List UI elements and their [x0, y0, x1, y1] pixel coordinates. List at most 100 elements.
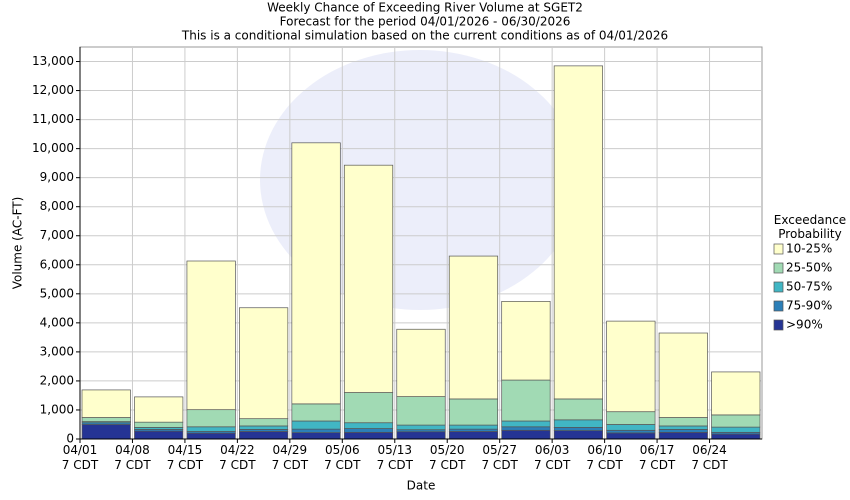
bar-segment: [239, 431, 289, 440]
bar-segment: [186, 432, 236, 440]
bar-segment: [658, 431, 708, 440]
bar-segment: [186, 409, 236, 428]
y-tick-label: 10,000: [32, 141, 74, 155]
bar-segment: [81, 417, 131, 422]
bar-segment: [448, 424, 499, 430]
y-tick-label: 6,000: [40, 257, 74, 271]
bar-segment: [553, 65, 603, 400]
bar-segment: [501, 426, 551, 431]
bar-segment: [501, 429, 551, 440]
legend-swatch: [773, 281, 784, 293]
y-tick-label: 4,000: [40, 315, 74, 329]
bar-segment: [553, 398, 603, 421]
x-tick-label: 05/27 7 CDT: [481, 443, 518, 472]
bar-segment: [343, 164, 394, 393]
x-tick-label: 05/20 7 CDT: [429, 443, 466, 472]
bar-segment: [448, 255, 499, 400]
bar-segment: [186, 260, 236, 411]
bar-segment: [239, 425, 289, 430]
bar-segment: [396, 396, 446, 426]
bar-segment: [553, 427, 603, 431]
bar-segment: [711, 433, 761, 440]
bar-segment: [343, 422, 394, 429]
y-tick-label: 3,000: [40, 344, 74, 358]
bar-segment: [658, 425, 708, 430]
x-tick-label: 06/17 7 CDT: [638, 443, 676, 472]
bar-segment: [501, 379, 551, 422]
legend-label: 10-25%: [786, 242, 832, 256]
x-tick-label: 04/15 7 CDT: [166, 443, 204, 472]
x-tick-label: 05/06 7 CDT: [324, 443, 361, 472]
bar-segment: [658, 417, 708, 427]
bar-segment: [396, 328, 446, 397]
bar-segment: [239, 418, 289, 427]
bar-segment: [134, 396, 184, 423]
x-tick-label: 04/08 7 CDT: [114, 443, 151, 472]
bar-segment: [343, 431, 394, 440]
bar-segment: [186, 426, 236, 432]
y-tick-label: 9,000: [40, 170, 74, 184]
y-tick-label: 13,000: [32, 54, 74, 68]
legend-label: 25-50%: [786, 261, 832, 275]
bar-segment: [134, 421, 184, 428]
bar-segment: [711, 371, 761, 416]
bar-segment: [448, 431, 499, 440]
bar-segment: [396, 424, 446, 431]
chart-subtitle: Forecast for the period 04/01/2026 - 06/…: [280, 15, 571, 29]
x-tick-label: 04/01 7 CDT: [61, 443, 99, 472]
bar-segment: [658, 332, 708, 418]
y-tick-label: 0: [66, 432, 74, 446]
bar-segment: [711, 426, 761, 433]
bar-segment: [606, 424, 656, 431]
bar-segment: [606, 429, 656, 434]
bar-segment: [343, 392, 394, 424]
bar-segment: [291, 420, 341, 430]
legend-swatch: [773, 319, 784, 331]
bar-segment: [81, 389, 131, 418]
chart-title: Weekly Chance of Exceeding River Volume …: [267, 1, 583, 15]
y-tick-label: 1,000: [40, 402, 74, 416]
bar-segment: [239, 307, 289, 420]
x-tick-label: 04/22 7 CDT: [219, 443, 256, 472]
legend-title: Exceedance Probability: [773, 213, 847, 241]
bar-segment: [291, 403, 341, 422]
bar-segment: [606, 320, 656, 413]
x-tick-label: 06/03 7 CDT: [533, 443, 571, 472]
y-axis-label: Volume (AC-FT): [11, 197, 25, 290]
bar-segment: [81, 424, 131, 440]
x-tick-label: 06/10 7 CDT: [586, 443, 623, 472]
bar-segment: [553, 419, 603, 428]
x-tick-label: 05/13 7 CDT: [376, 443, 413, 472]
bar-segment: [291, 432, 341, 440]
bar-segment: [396, 431, 446, 440]
x-tick-label: 06/24 7 CDT: [691, 443, 728, 472]
bar-segment: [501, 420, 551, 428]
bar-segment: [553, 430, 603, 440]
legend-swatch: [773, 300, 784, 312]
chart-note: This is a conditional simulation based o…: [181, 29, 668, 43]
y-tick-label: 2,000: [40, 373, 74, 387]
bar-segment: [134, 430, 184, 440]
y-tick-label: 11,000: [32, 112, 74, 126]
legend-label: >90%: [786, 318, 823, 332]
legend-swatch: [773, 262, 784, 274]
y-tick-label: 7,000: [40, 228, 74, 242]
bar-segment: [291, 142, 341, 405]
legend-label: 75-90%: [786, 299, 832, 313]
y-tick-label: 8,000: [40, 199, 74, 213]
bar-segment: [343, 428, 394, 433]
bar-segment: [658, 429, 708, 433]
bar-segment: [291, 428, 341, 433]
y-tick-label: 12,000: [32, 83, 74, 97]
bar-segment: [606, 432, 656, 440]
y-tick-label: 5,000: [40, 286, 74, 300]
bar-segment: [711, 414, 761, 428]
legend-swatch: [773, 243, 784, 255]
bar-segment: [606, 411, 656, 425]
x-axis-label: Date: [407, 479, 436, 493]
x-tick-label: 04/29 7 CDT: [271, 443, 309, 472]
bar-segment: [501, 301, 551, 381]
legend-label: 50-75%: [786, 280, 832, 294]
